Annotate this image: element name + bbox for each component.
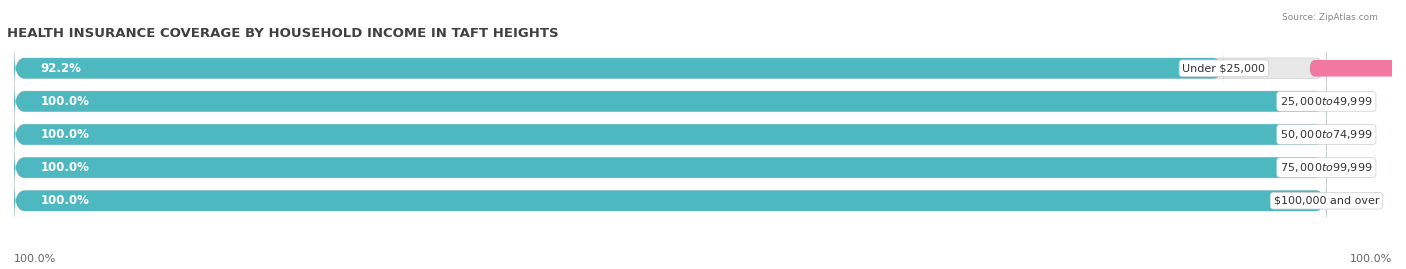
FancyBboxPatch shape — [14, 52, 1225, 84]
Text: 100.0%: 100.0% — [1350, 254, 1392, 264]
FancyBboxPatch shape — [1392, 192, 1406, 209]
FancyBboxPatch shape — [14, 85, 1326, 118]
FancyBboxPatch shape — [14, 52, 1326, 84]
FancyBboxPatch shape — [14, 151, 1326, 184]
Text: 100.0%: 100.0% — [41, 194, 89, 207]
Text: 100.0%: 100.0% — [41, 95, 89, 108]
Text: HEALTH INSURANCE COVERAGE BY HOUSEHOLD INCOME IN TAFT HEIGHTS: HEALTH INSURANCE COVERAGE BY HOUSEHOLD I… — [7, 27, 558, 40]
FancyBboxPatch shape — [1392, 93, 1406, 110]
Text: 100.0%: 100.0% — [41, 161, 89, 174]
FancyBboxPatch shape — [1309, 60, 1406, 77]
FancyBboxPatch shape — [1392, 159, 1406, 176]
FancyBboxPatch shape — [1392, 126, 1406, 143]
FancyBboxPatch shape — [14, 185, 1326, 217]
Text: 100.0%: 100.0% — [14, 254, 56, 264]
FancyBboxPatch shape — [14, 85, 1326, 118]
Text: 92.2%: 92.2% — [41, 62, 82, 75]
FancyBboxPatch shape — [14, 118, 1326, 151]
FancyBboxPatch shape — [14, 118, 1326, 151]
Text: Source: ZipAtlas.com: Source: ZipAtlas.com — [1282, 13, 1378, 22]
Text: $25,000 to $49,999: $25,000 to $49,999 — [1279, 95, 1372, 108]
Text: $75,000 to $99,999: $75,000 to $99,999 — [1279, 161, 1372, 174]
FancyBboxPatch shape — [14, 151, 1326, 184]
Text: 100.0%: 100.0% — [41, 128, 89, 141]
FancyBboxPatch shape — [14, 185, 1326, 217]
Text: $50,000 to $74,999: $50,000 to $74,999 — [1279, 128, 1372, 141]
Text: Under $25,000: Under $25,000 — [1182, 63, 1265, 73]
Text: $100,000 and over: $100,000 and over — [1274, 196, 1379, 206]
